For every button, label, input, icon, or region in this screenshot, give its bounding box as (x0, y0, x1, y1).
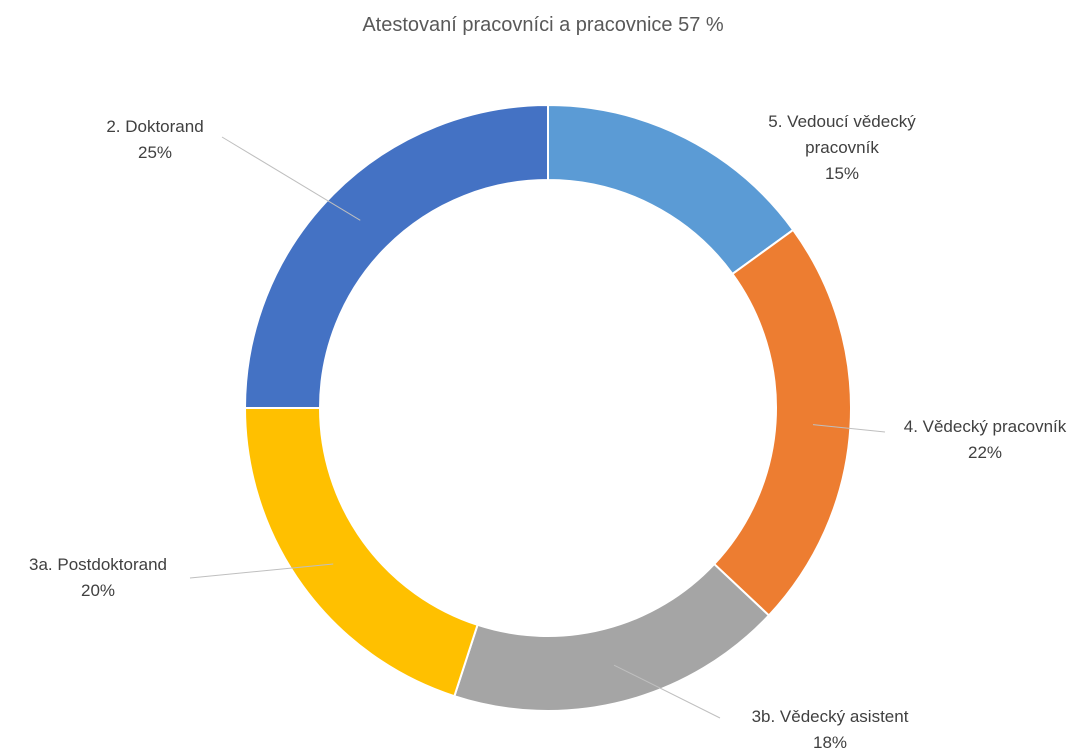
value-label: 25% (137, 143, 173, 162)
category-label: 3a. Postdoktorand (29, 555, 167, 574)
leader-line (221, 136, 361, 221)
leader-line (613, 664, 721, 719)
value-label: 22% (967, 443, 1003, 462)
value-label: 18% (812, 733, 848, 752)
data-label: 2. Doktorand 25% (75, 114, 235, 166)
donut-segment (243, 407, 479, 698)
data-label: 4. Vědecký pracovník 22% (875, 414, 1086, 466)
donut-segment (243, 103, 549, 409)
leader-line (812, 424, 886, 433)
value-label: 20% (80, 581, 116, 600)
category-label: 2. Doktorand (106, 117, 204, 136)
donut-segment (712, 228, 852, 617)
data-label: 3b. Vědecký asistent 18% (710, 704, 950, 753)
category-label: 4. Vědecký pracovník (903, 417, 1067, 436)
category-label: 3b. Vědecký asistent (751, 707, 909, 726)
data-label: 5. Vedoucí vědecký pracovník 15% (742, 109, 942, 187)
leader-line (189, 563, 334, 579)
value-label: 15% (824, 164, 860, 183)
data-label: 3a. Postdoktorand 20% (0, 552, 198, 604)
category-label: 5. Vedoucí vědecký pracovník (768, 112, 916, 157)
donut-segment (453, 562, 771, 712)
chart-title: Atestovaní pracovníci a pracovnice 57 % (362, 14, 724, 36)
